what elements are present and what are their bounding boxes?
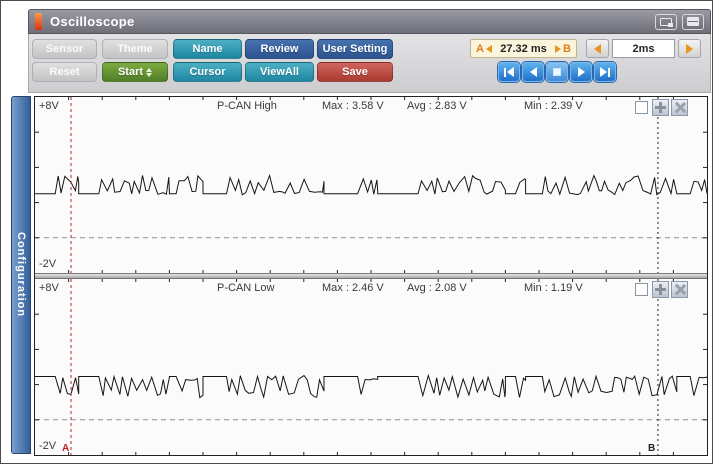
timebase-value[interactable]: 2ms (612, 39, 675, 58)
waveform-trace (35, 373, 707, 399)
configuration-tab[interactable]: Configuration (11, 96, 31, 454)
channel-min-value: Min : 1.19 V (524, 282, 583, 294)
previous-icon (529, 67, 537, 77)
viewall-button-label: ViewAll (260, 66, 299, 78)
skip-end-icon (600, 67, 607, 77)
up-down-spinner-icon (146, 67, 153, 77)
timebase-increase-button[interactable] (678, 39, 701, 58)
channel-name: P-CAN High (217, 100, 277, 112)
window-menu-button[interactable] (682, 13, 704, 30)
playback-stop-button[interactable] (546, 62, 568, 82)
bar-icon (504, 67, 506, 77)
user-setting-button-label: User Setting (322, 43, 388, 55)
window-title: Oscilloscope (50, 14, 135, 29)
y-min-label: -2V (39, 440, 57, 452)
titlebar-buttons (655, 13, 704, 30)
next-icon (577, 67, 585, 77)
left-triangle-icon (594, 43, 601, 54)
stop-icon (553, 68, 561, 76)
skip-start-icon (507, 67, 514, 77)
channel-zoom-button[interactable] (652, 99, 669, 116)
right-triangle-icon (555, 44, 562, 53)
start-button-label: Start (117, 66, 144, 78)
y-min-label: -2V (39, 258, 57, 270)
waveform-pcan-high (35, 97, 707, 273)
window-menu-icon (687, 17, 699, 26)
scope-plot-area: +8V -2V P-CAN High Max : 3.58 V Avg : 2.… (34, 96, 708, 456)
plus-icon (655, 102, 666, 113)
viewall-button[interactable]: ViewAll (245, 62, 314, 82)
name-button[interactable]: Name (173, 39, 242, 59)
playback-previous-button[interactable] (522, 62, 544, 82)
user-setting-button[interactable]: User Setting (317, 39, 393, 59)
channel-avg-value: Avg : 2.08 V (407, 282, 467, 294)
cursor-b-tag: B (563, 42, 571, 55)
channel-select-checkbox[interactable] (635, 283, 648, 296)
cursor-button[interactable]: Cursor (173, 62, 242, 82)
start-button[interactable]: Start (102, 62, 168, 82)
cursor-time-value: 27.32 ms (500, 42, 547, 55)
screen-capture-icon (660, 17, 673, 27)
sensor-button-label: Sensor (45, 43, 84, 55)
x-icon (674, 102, 685, 113)
channel-divider (35, 273, 707, 279)
channel-close-button[interactable] (671, 99, 688, 116)
channel-select-checkbox[interactable] (635, 101, 648, 114)
app-icon (35, 13, 42, 30)
x-icon (674, 284, 685, 295)
channel-avg-value: Avg : 2.83 V (407, 100, 467, 112)
review-button-label: Review (260, 43, 299, 55)
playback-first-button[interactable] (498, 62, 520, 82)
save-button-label: Save (342, 66, 368, 78)
cursor-button-label: Cursor (189, 66, 226, 78)
bar-icon (608, 67, 610, 77)
theme-button[interactable]: Theme (102, 39, 168, 59)
timebase-decrease-button[interactable] (586, 39, 609, 58)
channel-min-value: Min : 2.39 V (524, 100, 583, 112)
channel-pcan-high: +8V -2V P-CAN High Max : 3.58 V Avg : 2.… (35, 97, 707, 273)
cursor-a-label: A (62, 443, 69, 454)
name-button-label: Name (192, 43, 223, 55)
cursor-a-tag: A (476, 42, 484, 55)
configuration-tab-label: Configuration (15, 232, 27, 318)
playback-last-button[interactable] (594, 62, 616, 82)
y-max-label: +8V (39, 282, 59, 294)
y-max-label: +8V (39, 100, 59, 112)
toolbar: Sensor Theme Name Review User Setting Re… (28, 34, 711, 93)
channel-zoom-button[interactable] (652, 281, 669, 298)
reset-button[interactable]: Reset (32, 62, 97, 82)
save-button[interactable]: Save (317, 62, 393, 82)
plus-icon (655, 284, 666, 295)
cursor-b-label: B (648, 443, 655, 454)
right-triangle-icon (686, 43, 693, 54)
left-triangle-icon (485, 44, 492, 53)
cursor-time-display: A 27.32 ms B (470, 39, 577, 58)
playback-controls (498, 62, 616, 82)
waveform-trace (35, 173, 707, 196)
channel-close-button[interactable] (671, 281, 688, 298)
channel-max-value: Max : 3.58 V (322, 100, 384, 112)
channel-name: P-CAN Low (217, 282, 275, 294)
theme-button-label: Theme (117, 43, 153, 55)
sensor-button[interactable]: Sensor (32, 39, 97, 59)
playback-next-button[interactable] (570, 62, 592, 82)
reset-button-label: Reset (49, 66, 80, 78)
review-button[interactable]: Review (245, 39, 314, 59)
channel-max-value: Max : 2.46 V (322, 282, 384, 294)
screen-capture-button[interactable] (655, 13, 677, 30)
window-titlebar: Oscilloscope (28, 9, 711, 34)
